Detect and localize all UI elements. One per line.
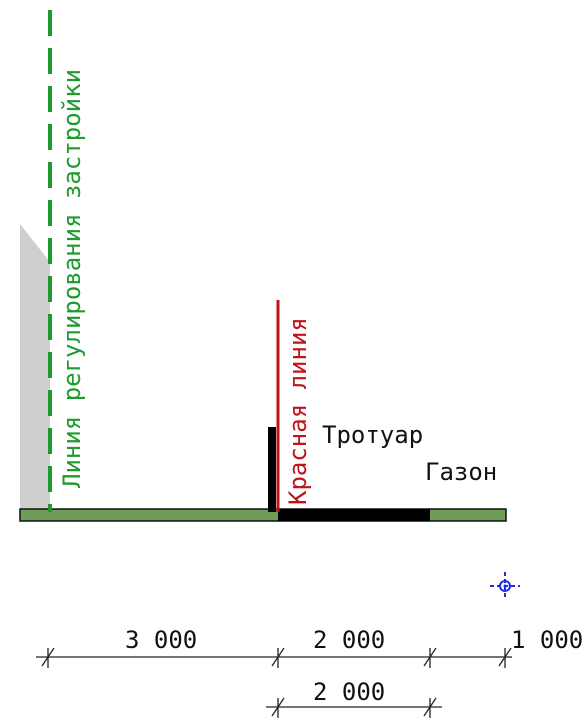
dim-row1-2: 1 000	[511, 626, 583, 654]
curb	[268, 427, 276, 512]
building-silhouette	[20, 224, 50, 512]
red-line-label: Красная линия	[284, 317, 312, 505]
dimension-row-2	[266, 697, 442, 718]
sidewalk-slab	[278, 509, 430, 521]
building-line-label: Линия регулирования застройки	[58, 69, 86, 488]
dim-row1-0: 3 000	[125, 626, 197, 654]
dim-row2-0: 2 000	[313, 678, 385, 706]
crosshair-target-icon	[490, 572, 520, 600]
lawn-label: Газон	[425, 458, 497, 486]
ground-strip	[19, 508, 507, 522]
dim-row1-1: 2 000	[313, 626, 385, 654]
sidewalk-label: Тротуар	[322, 421, 423, 449]
dimension-row-1	[36, 647, 512, 668]
